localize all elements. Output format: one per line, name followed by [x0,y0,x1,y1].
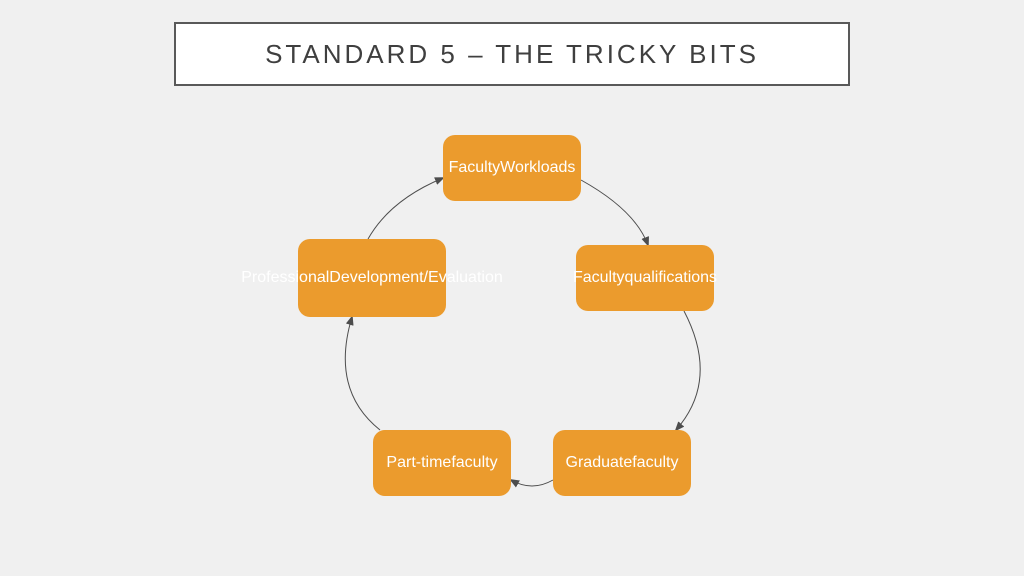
cycle-arrow-2 [511,480,553,486]
cycle-arrow-1 [676,311,700,430]
cycle-arrow-3 [345,317,380,430]
cycle-node-3: Part-timefaculty [373,430,511,496]
cycle-node-4: ProfessionalDevelopment/Evaluation [298,239,446,317]
cycle-node-0: FacultyWorkloads [443,135,581,201]
cycle-arrow-4 [368,178,443,239]
cycle-node-1: Facultyqualifications [576,245,714,311]
cycle-arrow-0 [581,180,648,245]
arrows-layer [0,0,1024,576]
cycle-diagram: FacultyWorkloads Facultyqualifications Gra… [0,0,1024,576]
cycle-node-2: Graduatefaculty [553,430,691,496]
